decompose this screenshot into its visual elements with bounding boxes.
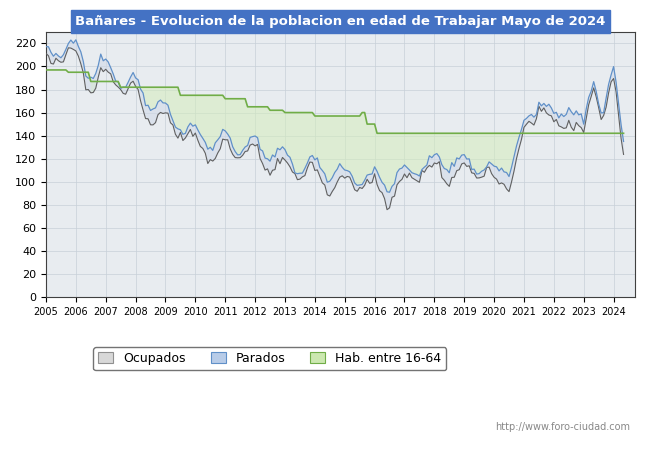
Legend: Ocupados, Parados, Hab. entre 16-64: Ocupados, Parados, Hab. entre 16-64 <box>93 347 447 370</box>
Title: Bañares - Evolucion de la poblacion en edad de Trabajar Mayo de 2024: Bañares - Evolucion de la poblacion en e… <box>75 15 606 28</box>
Text: http://www.foro-ciudad.com: http://www.foro-ciudad.com <box>495 422 630 432</box>
